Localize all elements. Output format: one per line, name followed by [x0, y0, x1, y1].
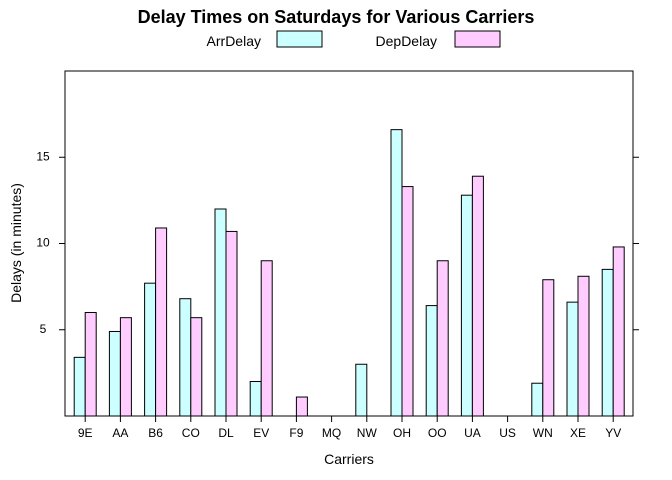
legend-label-depdelay: DepDelay: [376, 33, 437, 49]
x-tick-label: NW: [357, 426, 378, 440]
y-tick-label: 5: [40, 322, 47, 336]
bar-arrdelay-nw: [355, 363, 368, 417]
bar-arrdelay-oo: [425, 305, 438, 417]
bar-arrdelay-aa: [108, 330, 121, 417]
bar-arrdelay-oh: [390, 129, 403, 417]
legend: ArrDelay DepDelay: [207, 30, 501, 49]
chart-title: Delay Times on Saturdays for Various Car…: [138, 7, 535, 27]
bar-depdelay-ua: [471, 175, 484, 417]
bar-arrdelay-xe: [566, 301, 579, 417]
x-tick-label: F9: [289, 426, 303, 440]
bar-depdelay-9e: [84, 312, 97, 417]
x-tick-labels: 9E AA B6 CO DL EV F9 MQ NW OH OO UA US WN XE YV: [78, 426, 621, 440]
x-axis-label: Carriers: [324, 451, 374, 467]
bar-depdelay-co: [190, 317, 203, 417]
bar-depdelay-oh: [401, 186, 414, 417]
legend-label-arrdelay: ArrDelay: [207, 33, 261, 49]
legend-swatch-arrdelay: [276, 30, 323, 48]
bar-depdelay-dl: [225, 230, 238, 417]
x-tick-label: XE: [570, 426, 586, 440]
y-tick-label: 10: [36, 236, 50, 250]
bar-arrdelay-ev: [249, 381, 262, 417]
bar-depdelay-xe: [577, 275, 590, 417]
bars: [73, 129, 625, 417]
bar-depdelay-wn: [542, 279, 555, 417]
x-tick-label: AA: [112, 426, 128, 440]
bar-arrdelay-dl: [214, 208, 227, 417]
x-tick-label: 9E: [78, 426, 93, 440]
x-tick-label: UA: [464, 426, 481, 440]
bar-arrdelay-9e: [73, 356, 86, 417]
bar-depdelay-aa: [119, 317, 132, 417]
bar-arrdelay-wn: [531, 382, 544, 417]
x-tick-label: EV: [253, 426, 269, 440]
bar-depdelay-ev: [260, 260, 273, 417]
bar-depdelay-yv: [612, 246, 625, 417]
x-tick-label: YV: [605, 426, 621, 440]
axis-ticks: 5 10 15: [36, 149, 639, 422]
bar-depdelay-f9: [295, 396, 308, 417]
x-tick-label: B6: [148, 426, 163, 440]
x-tick-label: OH: [393, 426, 411, 440]
x-tick-label: DL: [218, 426, 234, 440]
y-tick-label: 15: [36, 149, 50, 163]
x-tick-label: CO: [182, 426, 200, 440]
bar-arrdelay-b6: [144, 282, 157, 417]
legend-swatch-depdelay: [454, 30, 501, 48]
y-axis-label: Delays (in minutes): [8, 183, 24, 303]
x-tick-label: WN: [533, 426, 553, 440]
bar-arrdelay-co: [179, 298, 192, 417]
bar-depdelay-oo: [436, 260, 449, 417]
x-tick-label: US: [499, 426, 516, 440]
bar-arrdelay-ua: [460, 194, 473, 417]
bar-arrdelay-yv: [601, 268, 614, 417]
x-tick-label: OO: [428, 426, 447, 440]
bar-depdelay-b6: [155, 227, 168, 417]
x-tick-label: MQ: [322, 426, 341, 440]
